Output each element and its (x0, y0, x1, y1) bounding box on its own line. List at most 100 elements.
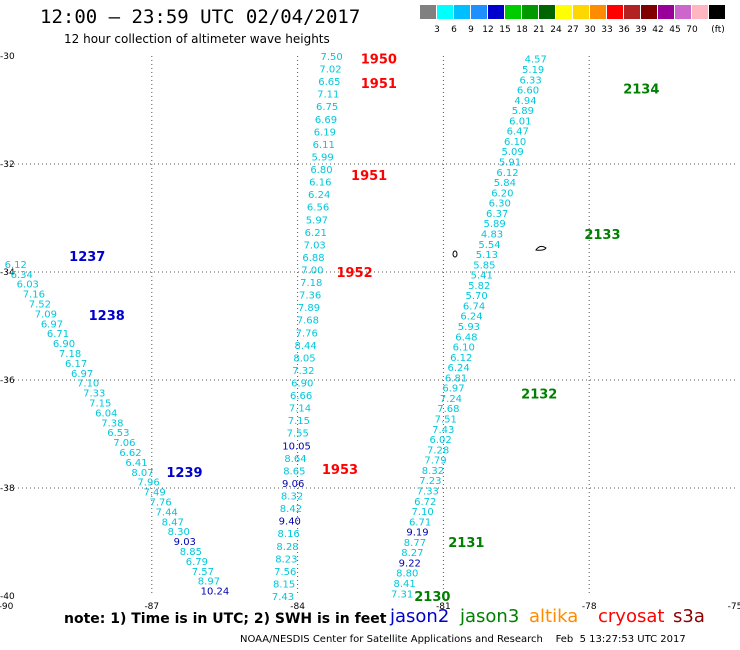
wave-height-label: 7.36 (299, 291, 321, 302)
wave-height-label: 10.24 (201, 587, 230, 598)
scale-swatch (556, 5, 572, 19)
wave-height-label: 6.24 (308, 190, 330, 201)
wave-height-label: 5.54 (478, 240, 500, 251)
wave-height-label: 7.14 (289, 404, 311, 415)
wave-height-label: 7.33 (417, 486, 439, 497)
footer-credit: NOAA/NESDIS Center for Satellite Applica… (240, 634, 686, 645)
y-tick-label: -38 (0, 484, 15, 494)
wave-height-label: 6.33 (519, 75, 541, 86)
wave-height-label: 7.43 (272, 592, 294, 603)
wave-height-label: 7.68 (297, 316, 319, 327)
wave-height-label: 6.48 (455, 332, 477, 343)
wave-height-label: 9.03 (174, 537, 196, 548)
wave-height-label: 8.65 (283, 466, 305, 477)
wave-height-label: 6.24 (460, 312, 482, 323)
wave-height-label: 6.12 (496, 168, 518, 179)
wave-height-label: 7.03 (304, 240, 326, 251)
scale-swatch (505, 5, 521, 19)
wave-height-label: 5.82 (468, 281, 490, 292)
wave-height-label: 7.32 (292, 366, 314, 377)
wave-height-label: 6.12 (5, 260, 27, 271)
y-tick-label: -36 (0, 376, 15, 386)
wave-height-label: 8.05 (293, 353, 315, 364)
wave-height-label: 8.64 (284, 454, 306, 465)
wave-height-label: 6.69 (315, 115, 337, 126)
wave-height-label: 8.32 (281, 492, 303, 503)
wave-height-label: 6.24 (448, 363, 470, 374)
wave-height-label: 7.44 (156, 507, 178, 518)
wave-height-label: 7.68 (437, 404, 459, 415)
pass-time-label: 1951 (351, 169, 387, 184)
note-text: note: 1) Time is in UTC; 2) SWH is in fe… (64, 611, 387, 627)
x-tick-label: -84 (290, 602, 305, 612)
scale-tick-label: 24 (550, 25, 562, 35)
wave-height-label: 10.05 (282, 441, 311, 452)
wave-height-label: 6.72 (414, 497, 436, 508)
wave-height-label: 6.47 (507, 127, 529, 138)
wave-height-label: 4.57 (525, 55, 547, 66)
scale-swatch (471, 5, 487, 19)
legend-altika: altika (529, 606, 579, 627)
y-tick-label: -40 (0, 592, 15, 602)
wave-height-label: 8.80 (396, 569, 418, 580)
wave-height-label: 7.02 (319, 65, 341, 76)
wave-height-label: 7.55 (287, 429, 309, 440)
wave-height-label: 6.62 (119, 448, 141, 459)
wave-height-label: 7.43 (432, 425, 454, 436)
scale-tick-label: 18 (516, 25, 528, 35)
scale-swatch (420, 5, 436, 19)
wave-height-label: 6.81 (445, 373, 467, 384)
wave-height-label: 5.84 (494, 178, 516, 189)
pass-time-label: 1951 (361, 77, 397, 92)
scale-tick-label: 12 (482, 25, 494, 35)
wave-height-label: 6.74 (463, 301, 485, 312)
wave-height-label: 7.57 (192, 567, 214, 578)
scale-swatch (488, 5, 504, 19)
wave-height-label: 6.41 (125, 458, 147, 469)
wave-height-label: 8.30 (168, 527, 190, 538)
wave-height-label: 6.80 (310, 165, 332, 176)
wave-height-label: 6.97 (41, 319, 63, 330)
wave-height-label: 9.22 (399, 558, 421, 569)
wave-height-label: 5.41 (471, 271, 493, 282)
x-tick-label: -78 (582, 602, 597, 612)
wave-height-label: 8.85 (180, 547, 202, 558)
wave-height-label: 5.93 (458, 322, 480, 333)
wave-height-label: 5.85 (473, 260, 495, 271)
legend-cryosat: cryosat (598, 606, 665, 627)
scale-tick-label: 33 (601, 25, 613, 35)
wave-height-label: 5.99 (311, 152, 333, 163)
scale-swatch (658, 5, 674, 19)
wave-height-label: 7.49 (143, 488, 165, 499)
scale-tick-label: 42 (652, 25, 664, 35)
x-tick-label: -81 (436, 602, 451, 612)
wave-height-label: 5.91 (499, 158, 521, 169)
legend-jason3: jason3 (460, 606, 520, 627)
wave-height-label: 7.11 (317, 90, 339, 101)
scale-swatch (607, 5, 623, 19)
wave-height-label: 8.07 (131, 468, 153, 479)
scale-tick-label: 3 (434, 25, 440, 35)
pass-time-label: 2131 (448, 536, 484, 551)
wave-height-label: 7.76 (296, 328, 318, 339)
wave-height-label: 7.23 (419, 476, 441, 487)
wave-height-label: 7.10 (412, 507, 434, 518)
scale-swatch (522, 5, 538, 19)
x-tick-label: -90 (0, 602, 14, 612)
wave-height-label: 5.89 (512, 106, 534, 117)
wave-height-label: 7.38 (101, 418, 123, 429)
scale-tick-label: 45 (669, 25, 681, 35)
wave-height-label: 8.15 (273, 579, 295, 590)
scale-unit-label: (ft) (711, 25, 725, 35)
wave-height-label: 7.18 (59, 349, 81, 360)
wave-height-label: 7.15 (288, 416, 310, 427)
scale-tick-label: 36 (618, 25, 630, 35)
wave-height-label: 8.28 (276, 542, 298, 553)
scale-swatch (590, 5, 606, 19)
wave-height-label: 8.42 (280, 504, 302, 515)
wave-height-label: 7.50 (320, 52, 342, 63)
scale-swatch (573, 5, 589, 19)
wave-height-label: 9.06 (282, 479, 304, 490)
wave-height-label: 6.97 (71, 369, 93, 380)
island-shape (452, 250, 458, 258)
